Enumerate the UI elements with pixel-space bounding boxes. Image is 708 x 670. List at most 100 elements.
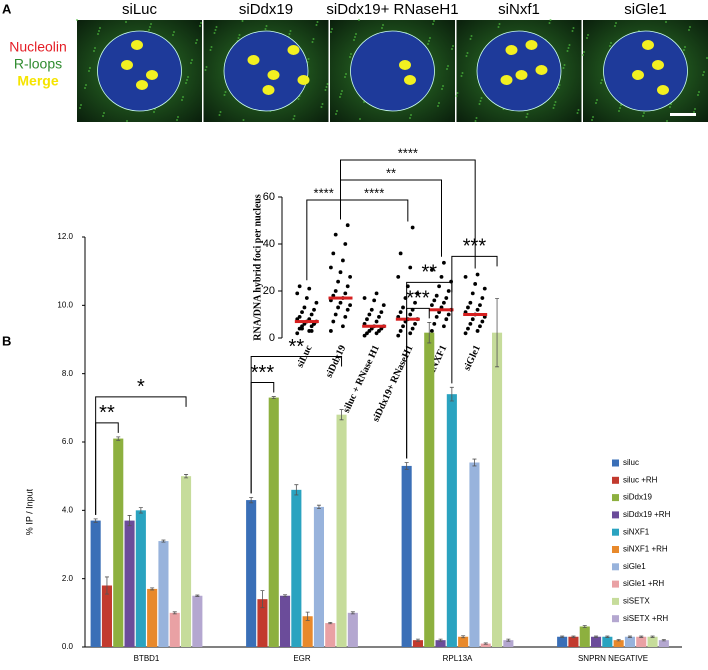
speckle <box>567 47 570 49</box>
significance-bracket <box>451 255 498 384</box>
speckle <box>643 112 645 114</box>
nucleolus <box>525 40 538 50</box>
nucleolus <box>535 65 548 75</box>
speckle <box>456 92 459 94</box>
legend-label: siSETX +RH <box>623 614 668 623</box>
nucleolus <box>146 70 158 80</box>
bar <box>181 476 192 647</box>
speckle <box>582 54 584 56</box>
dot <box>401 324 405 329</box>
significance-bracket <box>340 159 476 269</box>
y-tick-label: 0 <box>269 332 275 344</box>
error-bar <box>271 396 276 400</box>
dot <box>343 291 348 296</box>
speckle <box>703 71 705 73</box>
dot <box>437 284 441 289</box>
y-tick-label: 12.0 <box>57 232 73 241</box>
y-tick-label: 8.0 <box>62 369 74 378</box>
speckle <box>469 38 472 40</box>
bar <box>401 465 412 647</box>
speckle <box>642 115 644 117</box>
y-tick-label: 60 <box>263 191 275 203</box>
bar <box>257 599 268 647</box>
nucleolus <box>121 60 133 70</box>
speckle <box>148 29 150 31</box>
speckle <box>181 99 183 101</box>
micrograph-row: siLuc siDdx19 siDdx19+ RNaseH1 siNxf1 siGle1… <box>9 1 708 122</box>
error-bar <box>461 635 466 639</box>
speckle <box>312 38 315 40</box>
error-bar <box>350 611 355 615</box>
dot <box>475 272 480 277</box>
speckle <box>93 50 95 52</box>
nucleus <box>97 30 182 112</box>
legend-label: siNXF1 +RH <box>623 545 668 554</box>
speckle <box>335 113 337 115</box>
error-bar <box>260 590 265 609</box>
speckle <box>478 103 481 105</box>
speckle <box>292 118 295 120</box>
dot <box>434 293 439 298</box>
speckle <box>97 33 99 35</box>
dot <box>336 305 340 310</box>
bar <box>458 636 469 647</box>
bar <box>101 585 112 647</box>
speckle <box>438 102 440 104</box>
dot <box>444 296 449 300</box>
speckle <box>600 82 602 84</box>
dot <box>463 275 468 279</box>
speckle <box>321 103 324 105</box>
dot <box>470 291 475 296</box>
speckle <box>452 45 454 47</box>
dot <box>377 314 381 319</box>
dot <box>480 296 485 300</box>
speckle <box>307 58 310 60</box>
legend-label: siGle1 +RH <box>623 579 664 588</box>
error-bar <box>594 635 599 638</box>
speckle <box>382 24 384 26</box>
speckle <box>381 27 383 29</box>
bar <box>336 414 347 647</box>
speckle <box>498 23 501 25</box>
error-bar <box>283 594 288 598</box>
dot <box>343 314 348 319</box>
dot <box>377 329 381 333</box>
bar <box>647 636 658 647</box>
dot <box>442 260 446 265</box>
bar <box>435 640 446 647</box>
speckle <box>479 100 482 102</box>
error-bar <box>294 484 299 496</box>
legend-swatch <box>612 546 619 553</box>
speckle <box>428 40 430 42</box>
dot <box>307 286 312 291</box>
speckle <box>447 65 449 67</box>
speckle <box>442 85 444 87</box>
dot <box>338 300 343 305</box>
dot <box>312 307 316 312</box>
scale-bar <box>670 113 696 116</box>
error-bar <box>127 515 132 527</box>
x-tick-label: BTBD1 <box>134 654 160 663</box>
bar <box>579 626 590 647</box>
x-tick-label: RPL13A <box>443 654 473 663</box>
dot <box>466 326 470 331</box>
speckle <box>324 89 327 91</box>
speckle <box>293 115 296 117</box>
mean-line <box>362 324 387 328</box>
speckle <box>451 48 453 50</box>
speckle <box>683 49 685 51</box>
dot <box>449 279 453 284</box>
nucleolus <box>287 45 300 55</box>
speckle <box>242 119 245 121</box>
speckle <box>427 43 429 45</box>
error-bar <box>404 462 409 470</box>
dot <box>300 326 304 331</box>
bar <box>124 520 135 647</box>
y-tick-label: 2.0 <box>62 574 74 583</box>
speckle <box>196 39 198 41</box>
speckle <box>241 20 244 22</box>
y-tick-label: 20 <box>263 285 275 297</box>
bar <box>302 616 313 647</box>
speckle <box>562 67 565 69</box>
speckle <box>200 22 202 24</box>
